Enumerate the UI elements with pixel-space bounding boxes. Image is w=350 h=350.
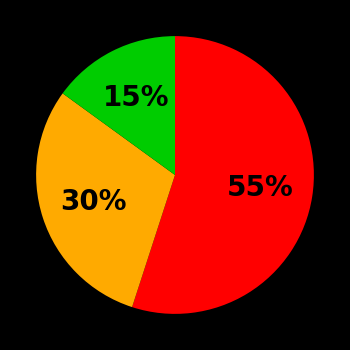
Text: 30%: 30% (60, 188, 126, 216)
Wedge shape (36, 93, 175, 307)
Wedge shape (132, 36, 314, 314)
Text: 55%: 55% (227, 174, 293, 202)
Text: 15%: 15% (103, 84, 169, 112)
Wedge shape (63, 36, 175, 175)
